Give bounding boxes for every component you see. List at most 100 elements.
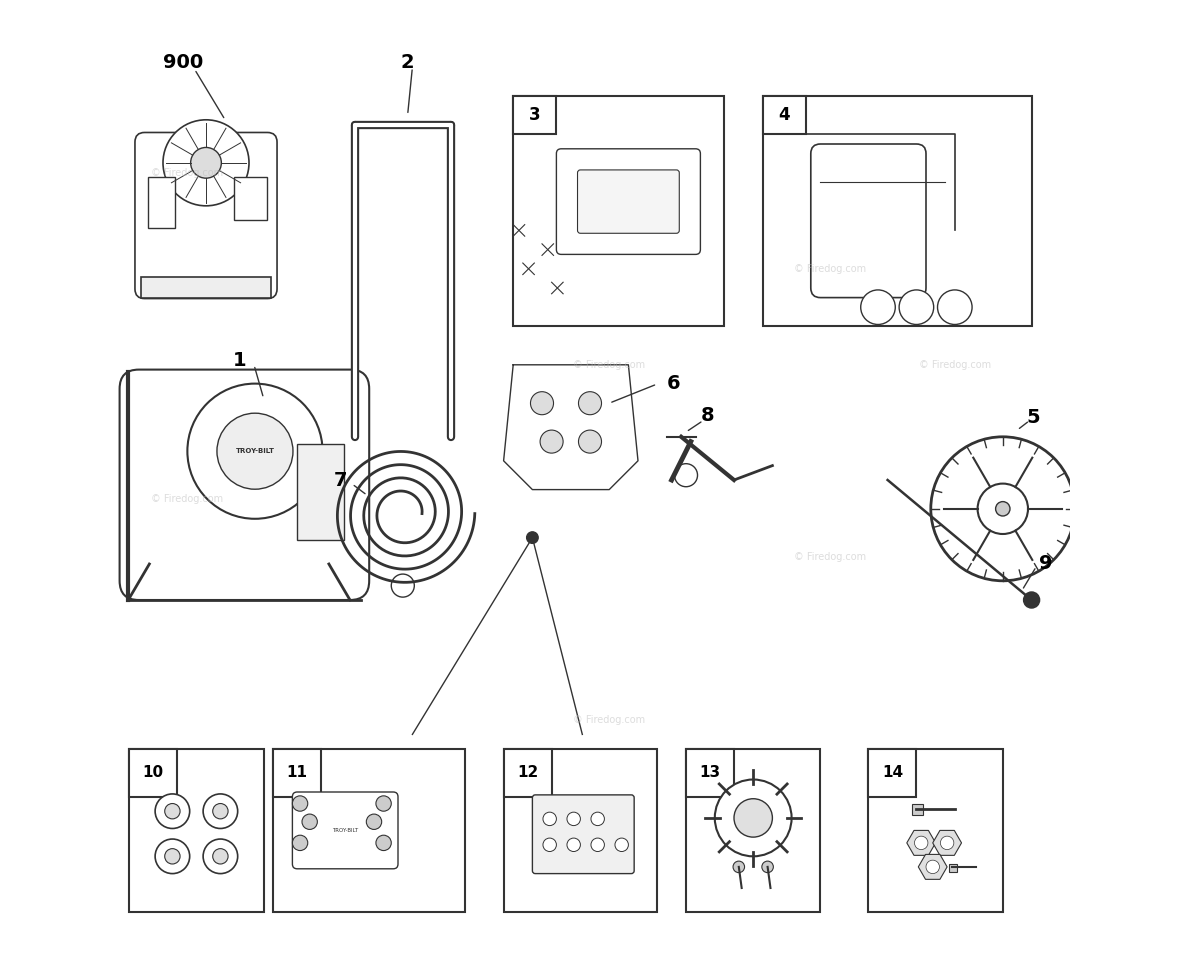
Text: TROY-BILT: TROY-BILT: [236, 448, 275, 454]
Circle shape: [540, 430, 563, 453]
Text: © Firedog.com: © Firedog.com: [919, 360, 991, 370]
Circle shape: [914, 836, 927, 850]
Text: © Firedog.com: © Firedog.com: [573, 715, 645, 725]
Text: 8: 8: [701, 406, 714, 425]
Bar: [148, 177, 176, 228]
Circle shape: [543, 838, 557, 852]
Bar: [686, 749, 820, 912]
Text: 9: 9: [1040, 554, 1053, 573]
Circle shape: [526, 532, 538, 543]
Text: 5: 5: [1027, 408, 1041, 427]
Text: © Firedog.com: © Firedog.com: [794, 552, 866, 562]
Bar: [504, 749, 657, 912]
Circle shape: [591, 812, 604, 826]
Polygon shape: [504, 365, 638, 490]
Circle shape: [762, 861, 773, 873]
FancyBboxPatch shape: [577, 170, 680, 233]
Text: © Firedog.com: © Firedog.com: [573, 360, 645, 370]
Bar: [129, 749, 263, 912]
Text: 10: 10: [143, 765, 164, 780]
Circle shape: [376, 835, 392, 851]
FancyBboxPatch shape: [119, 370, 369, 600]
Text: 7: 7: [334, 470, 347, 490]
Circle shape: [203, 794, 237, 828]
Circle shape: [996, 501, 1010, 516]
Polygon shape: [932, 830, 962, 855]
Circle shape: [212, 849, 228, 864]
Circle shape: [938, 290, 972, 324]
Circle shape: [566, 838, 581, 852]
Circle shape: [366, 814, 381, 829]
Circle shape: [212, 804, 228, 819]
Circle shape: [165, 804, 181, 819]
Circle shape: [715, 780, 792, 856]
Circle shape: [578, 392, 602, 415]
Text: 12: 12: [517, 765, 538, 780]
Text: 13: 13: [700, 765, 721, 780]
Circle shape: [1024, 592, 1040, 608]
Circle shape: [217, 413, 293, 490]
Circle shape: [733, 861, 745, 873]
Bar: [949, 864, 957, 872]
Circle shape: [926, 860, 939, 874]
Bar: [686, 749, 734, 797]
Polygon shape: [906, 830, 936, 855]
Bar: [274, 749, 465, 912]
Circle shape: [531, 392, 553, 415]
FancyBboxPatch shape: [557, 149, 701, 254]
Polygon shape: [918, 854, 948, 879]
Circle shape: [860, 290, 896, 324]
Bar: [504, 749, 551, 797]
Circle shape: [566, 812, 581, 826]
Bar: [912, 804, 923, 815]
Bar: [129, 749, 177, 797]
Text: © Firedog.com: © Firedog.com: [151, 494, 223, 504]
Circle shape: [165, 849, 181, 864]
Text: © Firedog.com: © Firedog.com: [151, 168, 223, 178]
Bar: [274, 749, 321, 797]
Text: TROY-BILT: TROY-BILT: [332, 828, 359, 833]
Text: 2: 2: [401, 53, 414, 72]
Bar: [513, 96, 557, 134]
Circle shape: [155, 839, 190, 874]
Bar: [234, 177, 268, 220]
Circle shape: [302, 814, 317, 829]
Circle shape: [392, 574, 414, 597]
Text: © Firedog.com: © Firedog.com: [794, 264, 866, 274]
Text: 900: 900: [163, 53, 203, 72]
Bar: [868, 749, 917, 797]
FancyBboxPatch shape: [293, 792, 398, 869]
Circle shape: [188, 384, 322, 518]
Circle shape: [940, 836, 953, 850]
Circle shape: [293, 835, 308, 851]
Text: 4: 4: [778, 107, 789, 124]
Circle shape: [977, 484, 1028, 534]
Bar: [142, 276, 270, 298]
Circle shape: [675, 464, 697, 487]
Bar: [762, 96, 806, 134]
Circle shape: [931, 437, 1075, 581]
Circle shape: [293, 796, 308, 811]
Circle shape: [191, 148, 222, 179]
Text: 14: 14: [881, 765, 903, 780]
FancyBboxPatch shape: [135, 132, 277, 299]
Circle shape: [163, 120, 249, 205]
Circle shape: [615, 838, 629, 852]
Bar: [513, 96, 725, 326]
Text: 11: 11: [287, 765, 308, 780]
Circle shape: [591, 838, 604, 852]
Text: 1: 1: [232, 350, 247, 370]
FancyBboxPatch shape: [532, 795, 634, 874]
Circle shape: [578, 430, 602, 453]
Text: 6: 6: [667, 374, 681, 394]
Bar: [868, 749, 1003, 912]
FancyBboxPatch shape: [811, 144, 926, 298]
Circle shape: [899, 290, 933, 324]
Circle shape: [155, 794, 190, 828]
Text: 3: 3: [529, 107, 540, 124]
Bar: [762, 96, 1031, 326]
Circle shape: [203, 839, 237, 874]
Circle shape: [734, 799, 773, 837]
Circle shape: [376, 796, 392, 811]
Circle shape: [543, 812, 557, 826]
